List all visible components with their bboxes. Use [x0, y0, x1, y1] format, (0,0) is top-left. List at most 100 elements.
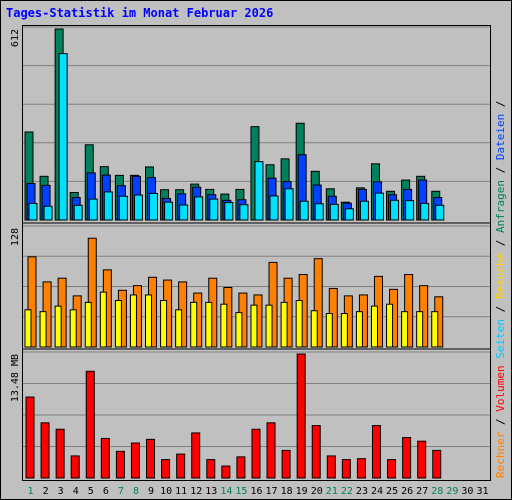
bar-besuche-day-27	[416, 311, 424, 348]
bar-seiten-day-5	[88, 198, 98, 221]
bar-seiten-day-11	[179, 204, 189, 221]
bar-volumen-day-28	[432, 449, 442, 479]
bar-volumen-day-18	[281, 449, 291, 479]
legend-item-dateien: Dateien	[494, 114, 507, 167]
bar-seiten-day-16	[254, 161, 264, 221]
bar-besuche-day-21	[325, 313, 333, 348]
x-tick-label-day-24: 24	[371, 486, 383, 497]
x-tick-label-day-31: 31	[476, 486, 488, 497]
x-tick-label-day-14: 14	[220, 486, 232, 497]
x-tick-label-day-25: 25	[386, 486, 398, 497]
bar-besuche-day-23	[355, 311, 363, 348]
bar-volumen-day-4	[70, 455, 80, 479]
bar-seiten-day-8	[133, 194, 143, 221]
bar-besuche-day-4	[69, 309, 77, 348]
bar-seiten-day-19	[299, 200, 309, 221]
bar-besuche-day-6	[99, 291, 107, 348]
bar-seiten-day-21	[329, 203, 339, 221]
bar-besuche-day-17	[265, 304, 273, 348]
x-tick-label-day-12: 12	[190, 486, 202, 497]
bar-volumen-day-3	[55, 428, 65, 479]
x-tick-label-day-1: 1	[28, 486, 34, 497]
bar-volumen-day-22	[341, 459, 351, 479]
bar-besuche-day-16	[250, 304, 258, 348]
bar-seiten-day-10	[164, 201, 174, 221]
bar-besuche-day-10	[160, 300, 168, 348]
bar-seiten-day-12	[194, 196, 204, 221]
bar-volumen-day-19	[296, 353, 306, 479]
bar-besuche-day-3	[54, 305, 62, 348]
bar-volumen-day-15	[236, 456, 246, 479]
bar-volumen-day-12	[191, 432, 201, 479]
x-tick-label-day-23: 23	[356, 486, 368, 497]
bar-volumen-day-8	[130, 442, 140, 479]
bar-volumen-day-1	[25, 396, 35, 479]
bar-volumen-day-26	[402, 437, 412, 479]
x-tick-label-day-6: 6	[103, 486, 109, 497]
bar-volumen-day-9	[146, 438, 156, 479]
x-tick-label-day-28: 28	[431, 486, 443, 497]
bar-seiten-day-28	[435, 204, 445, 221]
bar-volumen-day-6	[100, 437, 110, 479]
bar-volumen-day-7	[115, 450, 125, 479]
bar-seiten-day-13	[209, 198, 219, 221]
x-tick-label-day-10: 10	[160, 486, 172, 497]
y-axis-max-label: 612	[10, 29, 21, 47]
bar-besuche-day-7	[114, 300, 122, 348]
y-axis-max-label: 13.48 MB	[10, 354, 21, 402]
bar-volumen-day-20	[311, 425, 321, 479]
legend-item-anfragen: Anfragen	[494, 180, 507, 240]
bar-seiten-day-23	[359, 200, 369, 221]
x-tick-label-day-29: 29	[446, 486, 458, 497]
legend-item-seiten: Seiten	[494, 319, 507, 365]
x-tick-label-day-16: 16	[250, 486, 262, 497]
x-tick-label-day-4: 4	[73, 486, 79, 497]
bar-besuche-day-14	[220, 303, 228, 348]
bar-seiten-day-20	[314, 203, 324, 221]
bar-besuche-day-8	[129, 294, 137, 348]
plot-frame	[22, 25, 491, 481]
bar-volumen-day-16	[251, 428, 261, 479]
x-tick-label-day-26: 26	[401, 486, 413, 497]
bar-volumen-day-17	[266, 422, 276, 479]
bar-rechner-day-5	[87, 237, 97, 348]
x-tick-label-day-20: 20	[311, 486, 323, 497]
bar-besuche-day-15	[235, 312, 243, 348]
y-axis-max-label: 128	[10, 228, 21, 246]
x-tick-label-day-13: 13	[205, 486, 217, 497]
bar-rechner-day-1	[27, 256, 37, 348]
bar-seiten-day-27	[420, 202, 430, 221]
bar-rechner-day-26	[404, 273, 414, 348]
bar-volumen-day-21	[326, 455, 336, 479]
legend: Rechner / Volumen Seiten / Besuche / Anf…	[494, 100, 507, 478]
x-tick-label-day-3: 3	[58, 486, 64, 497]
legend-item-rechner: Rechner	[494, 431, 507, 478]
legend-separator: /	[494, 167, 507, 180]
bar-volumen-day-14	[221, 465, 231, 479]
bar-volumen-day-11	[176, 453, 186, 479]
bar-seiten-day-17	[269, 195, 279, 221]
bar-besuche-day-25	[386, 303, 394, 348]
bar-besuche-day-24	[370, 305, 378, 348]
x-tick-label-day-8: 8	[133, 486, 139, 497]
bar-volumen-day-23	[356, 458, 366, 479]
x-tick-label-day-22: 22	[341, 486, 353, 497]
x-tick-label-day-9: 9	[148, 486, 154, 497]
bar-besuche-day-11	[175, 309, 183, 348]
bar-seiten-day-26	[405, 200, 415, 221]
bar-besuche-day-20	[310, 310, 318, 348]
bar-besuche-day-5	[84, 301, 92, 348]
bar-besuche-day-18	[280, 301, 288, 348]
bar-seiten-day-9	[149, 192, 159, 221]
bar-volumen-day-27	[417, 440, 427, 479]
x-tick-label-day-17: 17	[266, 486, 278, 497]
x-tick-label-day-11: 11	[175, 486, 187, 497]
bar-rechner-day-20	[313, 258, 323, 348]
bar-volumen-day-2	[40, 422, 50, 479]
bar-volumen-day-13	[206, 459, 216, 479]
x-tick-label-day-30: 30	[461, 486, 473, 497]
x-tick-label-day-19: 19	[296, 486, 308, 497]
x-tick-label-day-27: 27	[416, 486, 428, 497]
x-tick-label-day-2: 2	[43, 486, 49, 497]
